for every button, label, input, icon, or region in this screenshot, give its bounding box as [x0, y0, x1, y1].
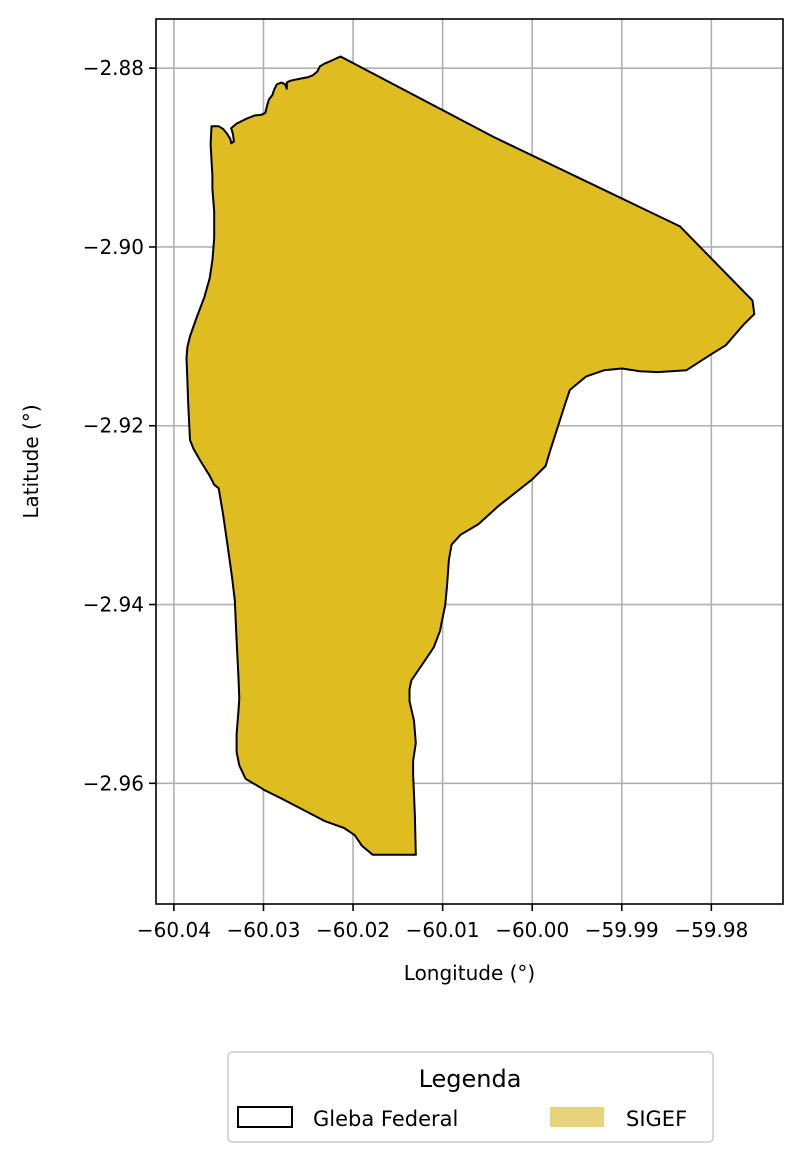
sigef-region-polygon — [185, 55, 756, 856]
legend-label-sigef: SIGEF — [626, 1107, 687, 1131]
x-tick-label: −60.02 — [316, 918, 390, 942]
x-tick-label: −60.00 — [495, 918, 569, 942]
axes-frame — [155, 18, 784, 905]
y-tick-label: −2.94 — [83, 593, 144, 617]
y-tick-label: −2.90 — [83, 235, 144, 259]
legend-label-gleba-federal: Gleba Federal — [313, 1107, 458, 1131]
x-tick-label: −60.03 — [226, 918, 300, 942]
legend-swatch-sigef — [550, 1107, 604, 1127]
x-tick-label: −59.99 — [585, 918, 659, 942]
x-tick-label: −60.04 — [137, 918, 211, 942]
y-tick-label: −2.96 — [83, 771, 144, 795]
x-tick-label: −59.98 — [674, 918, 748, 942]
y-axis-ticks: −2.88 −2.90 −2.92 −2.94 −2.96 — [83, 56, 156, 795]
legend: Legenda Gleba Federal SIGEF — [227, 1051, 714, 1143]
x-tick-label: −60.01 — [406, 918, 480, 942]
legend-title: Legenda — [419, 1065, 522, 1093]
y-tick-label: −2.88 — [83, 56, 144, 80]
x-axis-label: Longitude (°) — [404, 961, 535, 985]
x-axis-ticks: −60.04 −60.03 −60.02 −60.01 −60.00 −59.99 −59.… — [137, 904, 748, 942]
y-tick-label: −2.92 — [83, 414, 144, 438]
legend-swatch-gleba-federal — [237, 1106, 293, 1128]
y-axis-label: Latitude (°) — [19, 404, 43, 518]
